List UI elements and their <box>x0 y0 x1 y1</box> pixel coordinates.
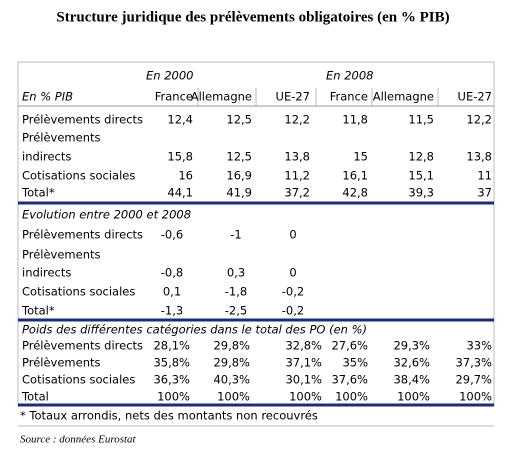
cell-value: 38,4% <box>393 373 430 387</box>
row-label: Total <box>21 390 49 404</box>
cell-value: 44,1 <box>167 186 193 200</box>
cell-value: 12,2 <box>466 113 492 127</box>
cell-value: 0 <box>289 266 296 280</box>
row-label: Total* <box>21 186 55 200</box>
source: Source : données Eurostat <box>20 434 137 446</box>
column-header: UE-27 <box>276 90 310 104</box>
cell-value: 11 <box>477 169 492 183</box>
cell-value: 16 <box>178 169 193 183</box>
cell-value: 30,1% <box>285 373 322 387</box>
row-label: Prélèvements <box>22 131 101 145</box>
column-header: France <box>330 90 368 104</box>
cell-value: 35% <box>342 356 368 370</box>
cell-value: -1,8 <box>225 285 247 299</box>
column-header: France <box>155 90 193 104</box>
cell-value: 12,2 <box>284 113 310 127</box>
title: Structure juridique des prélèvements obl… <box>56 9 449 25</box>
cell-value: 100% <box>289 390 322 404</box>
cell-value: 32,8% <box>285 339 322 353</box>
cell-value: -1,3 <box>161 304 183 318</box>
cell-value: 39,3 <box>408 186 434 200</box>
cell-value: -0,6 <box>161 228 183 242</box>
row-label: Total* <box>21 304 55 318</box>
cell-value: 15,8 <box>167 150 193 164</box>
row-label: Prélèvements directs <box>22 339 143 353</box>
cell-value: 16,9 <box>226 169 252 183</box>
unit-label: En % PIB <box>22 90 73 104</box>
cell-value: 16,1 <box>342 169 368 183</box>
cell-value: 13,8 <box>284 150 310 164</box>
cell-value: 100% <box>335 390 368 404</box>
section-heading: Evolution entre 2000 et 2008 <box>22 208 191 222</box>
cell-value: 0,3 <box>227 266 245 280</box>
column-header: Allemagne <box>373 90 434 104</box>
cell-value: -0,8 <box>161 266 183 280</box>
cell-value: 27,6% <box>331 339 368 353</box>
cell-value: -2,5 <box>225 304 247 318</box>
cell-value: 15,1 <box>408 169 434 183</box>
period-header: En 2000 <box>146 69 193 83</box>
column-rules <box>197 88 439 106</box>
cell-value: 32,6% <box>393 356 430 370</box>
cell-value: 33% <box>466 339 492 353</box>
column-header: UE-27 <box>458 90 492 104</box>
cell-value: 37 <box>477 186 492 200</box>
cell-value: 0,1 <box>163 285 181 299</box>
cell-value: 42,8 <box>342 186 368 200</box>
cell-value: 28,1% <box>153 339 190 353</box>
cell-value: 37,3% <box>455 356 492 370</box>
cell-value: 29,7% <box>455 373 492 387</box>
period-header: En 2008 <box>326 69 373 83</box>
cell-value: 100% <box>459 390 492 404</box>
cell-value: 0 <box>289 228 296 242</box>
cell-value: 13,8 <box>466 150 492 164</box>
cell-value: -0,2 <box>282 285 304 299</box>
row-label: Prélèvements directs <box>22 113 143 127</box>
cell-value: 100% <box>157 390 190 404</box>
row-label: Prélèvements <box>22 248 101 262</box>
cell-value: 29,8% <box>213 339 250 353</box>
cell-value: 35,8% <box>153 356 190 370</box>
cell-value: 37,6% <box>331 373 368 387</box>
section-heading: Poids des différentes catégories dans le… <box>22 323 367 337</box>
row-label: Prélèvements directs <box>22 228 143 242</box>
cell-value: 100% <box>217 390 250 404</box>
row-label: Prélèvements <box>22 356 101 370</box>
cell-value: 12,4 <box>167 113 193 127</box>
cell-value: 11,5 <box>408 113 434 127</box>
cell-value: 100% <box>397 390 430 404</box>
cell-value: -1 <box>230 228 241 242</box>
cell-value: 12,8 <box>408 150 434 164</box>
cell-value: 36,3% <box>153 373 190 387</box>
row-label: Cotisations sociales <box>22 373 135 387</box>
cell-value: 11,8 <box>342 113 368 127</box>
row-label: Cotisations sociales <box>22 169 135 183</box>
row-label: Cotisations sociales <box>22 285 135 299</box>
footnote: * Totaux arrondis, nets des montants non… <box>20 409 318 423</box>
row-label: indirects <box>22 266 71 280</box>
cell-value: 29,8% <box>213 356 250 370</box>
cell-value: 41,9 <box>226 186 252 200</box>
cell-value: 37,1% <box>285 356 322 370</box>
cell-value: 29,3% <box>393 339 430 353</box>
cell-value: 12,5 <box>226 150 252 164</box>
cell-value: 40,3% <box>213 373 250 387</box>
cell-value: 12,5 <box>226 113 252 127</box>
cell-value: 15 <box>353 150 368 164</box>
cell-value: 37,2 <box>284 186 310 200</box>
column-header: Allemagne <box>191 90 252 104</box>
row-label: indirects <box>22 150 71 164</box>
cell-value: -0,2 <box>282 304 304 318</box>
cell-value: 11,2 <box>284 169 310 183</box>
